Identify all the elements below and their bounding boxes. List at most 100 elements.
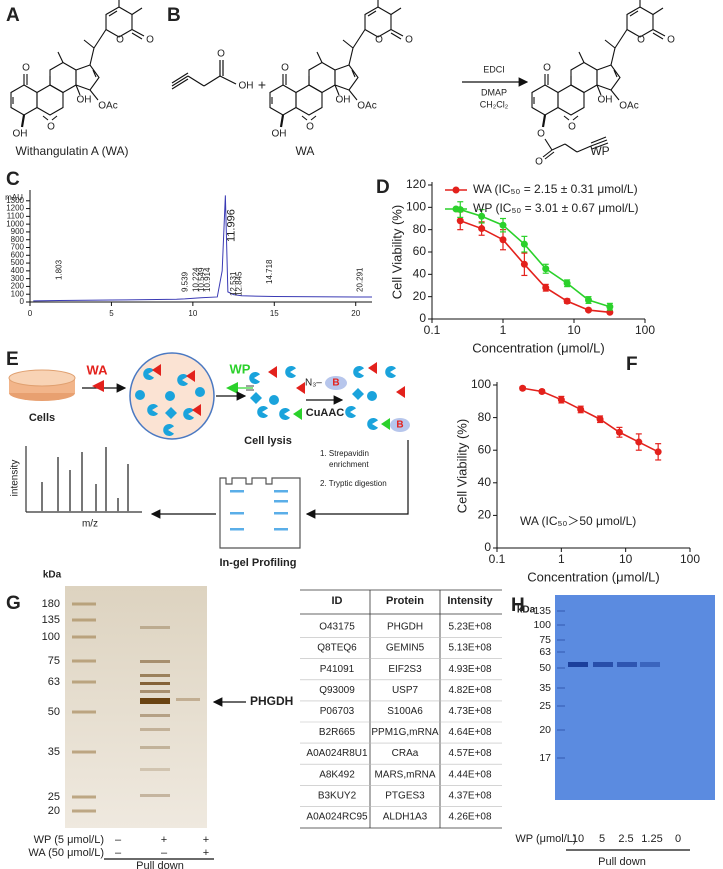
lane-band [568, 662, 588, 667]
table-cell: 4.57E+08 [448, 748, 492, 759]
y-tick-label: 40 [478, 475, 492, 489]
ring [308, 61, 336, 94]
bond [610, 47, 616, 66]
bond [75, 84, 81, 96]
bond [563, 115, 570, 121]
lane-band [617, 662, 637, 667]
y-tick-label: 100 [406, 200, 426, 214]
atom-label: O [537, 129, 545, 140]
shape-line [203, 75, 221, 87]
y-tick-label: 40 [413, 267, 427, 281]
table-cell: A8K492 [319, 769, 355, 780]
sign: + [203, 834, 209, 846]
label: Cells [29, 412, 55, 424]
peak-label: 11.996 [225, 209, 237, 242]
lane-band [140, 698, 170, 704]
y-tick-label: 200 [11, 282, 25, 291]
icon [293, 408, 302, 420]
atom-label: O [405, 35, 413, 46]
y-tick-label: 80 [413, 222, 427, 236]
panel-letter: A [6, 5, 20, 26]
lane-band [176, 698, 200, 701]
marker-label: 63 [48, 676, 60, 688]
x-tick-label: 15 [270, 309, 279, 318]
y-tick-label: 100 [471, 377, 491, 391]
ladder-band [557, 705, 565, 707]
table-cell: B3KUY2 [318, 790, 357, 801]
bond [614, 29, 628, 49]
atom-label: OH [239, 81, 254, 92]
shape-line [171, 72, 189, 84]
bond [279, 114, 285, 128]
ring [36, 84, 64, 116]
lane-band [140, 728, 170, 731]
x-tick-label: 0.1 [424, 323, 441, 337]
x-tick-label: 1 [500, 323, 507, 337]
peak-label: 10.224 [192, 267, 201, 292]
series-line [522, 387, 659, 453]
ring [10, 84, 38, 116]
bond [578, 51, 585, 63]
shape-line [187, 75, 205, 87]
atom-label: O [543, 63, 551, 74]
table-frame [300, 589, 502, 829]
shape [305, 440, 409, 519]
y-tick-label: 60 [478, 442, 492, 456]
y-tick-label: 1300 [6, 196, 24, 205]
bond [576, 145, 592, 153]
step: enrichment [329, 460, 369, 469]
band [230, 528, 244, 531]
table-cell: MARS,mRNA [374, 769, 435, 780]
x-tick-label: 0 [28, 309, 33, 318]
y-tick-label: 0 [484, 540, 491, 554]
y-axis-title: Cell Viability (%) [454, 419, 469, 513]
marker-label: 100 [533, 619, 551, 631]
marker-label: 75 [539, 634, 551, 646]
ladder-band [72, 659, 96, 663]
ladder-band [557, 687, 565, 689]
dish [8, 369, 76, 387]
panel-letter: E [6, 349, 19, 370]
marker-label: 25 [48, 791, 60, 803]
bond [367, 10, 377, 17]
bond [542, 149, 553, 158]
atom-label: OH [598, 95, 613, 106]
ring [75, 64, 100, 91]
y-tick-label: 400 [11, 266, 25, 275]
icon [183, 407, 194, 420]
bond [652, 29, 666, 37]
marker-label: 35 [48, 746, 60, 758]
atom-label: O [568, 122, 576, 133]
bond [390, 7, 402, 15]
data-point [563, 297, 571, 305]
table-cell: P41091 [320, 664, 355, 675]
y-tick-label: 800 [11, 235, 25, 244]
shape-line [219, 75, 237, 85]
x-tick-label: 5 [109, 309, 114, 318]
atom-label: O [281, 63, 289, 74]
atom-label: OH [77, 95, 92, 106]
table-cell: 4.44E+08 [448, 769, 492, 780]
label: WP [230, 361, 251, 376]
bond [610, 89, 620, 101]
band [230, 490, 244, 493]
ring [531, 84, 559, 116]
concentration: 0 [675, 833, 681, 845]
icon [165, 407, 177, 419]
series-line [459, 219, 610, 314]
bond [301, 115, 308, 121]
ring [557, 84, 585, 116]
shape-line [171, 78, 189, 90]
x-tick-label: 20 [351, 309, 360, 318]
ring [105, 6, 133, 38]
y-tick-label: 60 [413, 244, 427, 258]
ring [49, 61, 77, 94]
y-tick-label: 20 [413, 289, 427, 303]
ladder-band [557, 757, 565, 759]
peak-label: 10.549 [197, 267, 206, 292]
y-tick-label: 1200 [6, 204, 24, 213]
compound-name: WP [590, 144, 609, 158]
bond [92, 69, 97, 78]
ring [596, 64, 621, 91]
atom-label: O [217, 49, 225, 60]
